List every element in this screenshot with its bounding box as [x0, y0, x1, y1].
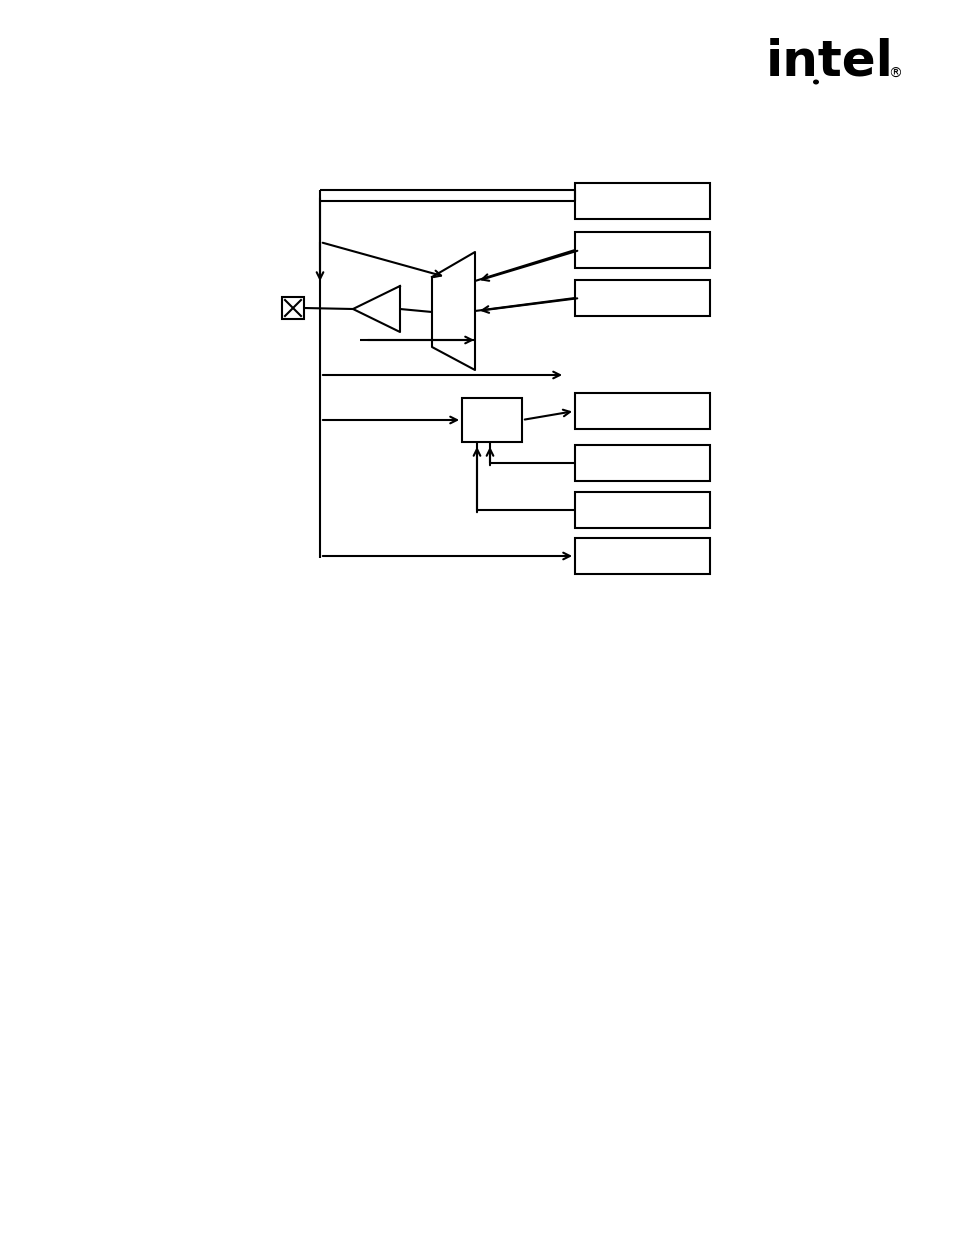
Bar	[575, 445, 709, 480]
Bar	[461, 398, 521, 442]
Bar	[282, 296, 304, 319]
Text: intel: intel	[765, 38, 893, 86]
Bar	[575, 183, 709, 219]
Ellipse shape	[812, 79, 818, 84]
Bar	[575, 538, 709, 574]
Bar	[575, 232, 709, 268]
Bar	[575, 492, 709, 529]
Text: ®: ®	[887, 67, 901, 82]
Bar	[575, 280, 709, 316]
Bar	[575, 393, 709, 429]
